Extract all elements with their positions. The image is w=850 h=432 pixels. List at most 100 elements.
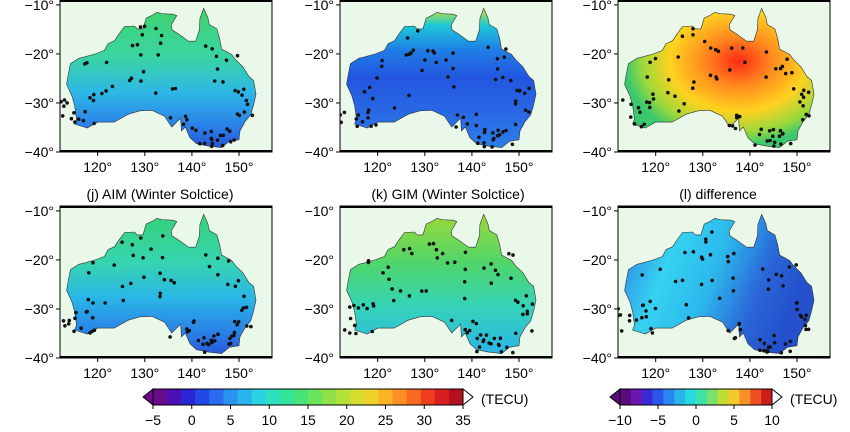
gnss-station-marker bbox=[783, 71, 788, 76]
y-tick-label: −30° bbox=[25, 95, 54, 111]
gnss-station-marker bbox=[729, 46, 734, 50]
gnss-station-marker bbox=[772, 140, 777, 145]
colorbar-tec: −5 0 5 10 15 20 25 30 35 (TECU) bbox=[142, 387, 528, 428]
x-tick-label: 130° bbox=[688, 159, 717, 175]
gnss-station-marker bbox=[392, 106, 397, 110]
gnss-station-marker bbox=[172, 280, 176, 285]
gnss-station-marker bbox=[240, 308, 244, 313]
gnss-station-marker bbox=[474, 123, 479, 128]
gnss-station-marker bbox=[129, 281, 133, 286]
gnss-station-marker bbox=[731, 276, 735, 280]
gnss-station-marker bbox=[794, 263, 798, 267]
gnss-station-marker bbox=[680, 278, 685, 283]
gnss-station-marker bbox=[465, 330, 470, 335]
y-tick-label: −30° bbox=[305, 301, 334, 317]
gnss-station-marker bbox=[446, 75, 450, 79]
x-tick-label: 150° bbox=[225, 365, 254, 381]
gnss-station-marker bbox=[360, 120, 365, 124]
gnss-station-marker bbox=[159, 33, 164, 38]
gnss-station-marker bbox=[74, 310, 78, 315]
y-tick-label: −40° bbox=[583, 350, 612, 366]
gnss-station-marker bbox=[454, 125, 458, 129]
x-tick-label: 120° bbox=[641, 159, 670, 175]
gnss-station-marker bbox=[91, 260, 95, 265]
gnss-station-marker bbox=[644, 309, 648, 313]
gnss-station-marker bbox=[228, 336, 232, 341]
colorbar-swatch bbox=[209, 389, 224, 405]
colorbar-swatch bbox=[406, 389, 422, 405]
australia-landmass bbox=[346, 7, 537, 148]
gnss-station-marker bbox=[513, 298, 518, 303]
gnss-station-marker bbox=[72, 111, 76, 115]
gnss-station-marker bbox=[477, 135, 481, 140]
gnss-station-marker bbox=[492, 136, 496, 141]
gnss-station-marker bbox=[778, 66, 783, 71]
gnss-station-marker bbox=[530, 302, 535, 306]
gnss-station-marker bbox=[445, 261, 450, 265]
colorbar-tick-label: 20 bbox=[339, 412, 355, 428]
australia-landmass bbox=[66, 7, 257, 148]
gnss-station-marker bbox=[516, 300, 520, 305]
gnss-station-marker bbox=[226, 282, 230, 287]
colorbar-swatch bbox=[630, 389, 643, 405]
gnss-station-marker bbox=[767, 129, 772, 133]
gnss-station-marker bbox=[476, 141, 480, 145]
gnss-station-marker bbox=[202, 336, 206, 340]
gnss-station-marker bbox=[726, 328, 730, 333]
gnss-station-marker bbox=[629, 115, 633, 119]
gnss-station-marker bbox=[807, 114, 811, 118]
gnss-station-marker bbox=[420, 289, 424, 293]
gnss-station-marker bbox=[221, 80, 225, 84]
colorbar-swatch bbox=[265, 389, 281, 405]
gnss-station-marker bbox=[504, 47, 508, 51]
gnss-station-marker bbox=[762, 348, 766, 353]
gnss-station-marker bbox=[245, 102, 250, 107]
x-tick-label: 140° bbox=[735, 159, 764, 175]
y-tick-label: −40° bbox=[305, 350, 334, 366]
gnss-station-marker bbox=[509, 276, 513, 281]
gnss-station-marker bbox=[371, 96, 375, 101]
y-tick-label: −30° bbox=[583, 301, 612, 317]
colorbar-tick-label: 0 bbox=[692, 412, 700, 428]
panel-title-j: (j) AIM (Winter Solctice) bbox=[86, 186, 233, 202]
gnss-station-marker bbox=[245, 324, 249, 328]
gnss-station-marker bbox=[451, 66, 455, 71]
colorbar-unit: (TECU) bbox=[790, 391, 837, 407]
gnss-station-marker bbox=[62, 104, 66, 108]
gnss-station-marker bbox=[367, 85, 372, 90]
colorbar-swatch bbox=[293, 389, 309, 405]
gnss-station-marker bbox=[91, 98, 96, 103]
gnss-station-marker bbox=[777, 134, 782, 138]
x-tick-label: 120° bbox=[363, 159, 392, 175]
gnss-station-marker bbox=[216, 272, 220, 277]
gnss-station-marker bbox=[232, 319, 237, 324]
gnss-station-marker bbox=[787, 265, 792, 269]
gnss-station-marker bbox=[455, 113, 460, 117]
gnss-station-marker bbox=[410, 251, 414, 256]
colorbar-swatch bbox=[674, 389, 686, 405]
gnss-station-marker bbox=[212, 79, 217, 83]
gnss-station-marker bbox=[627, 319, 632, 323]
gnss-station-marker bbox=[733, 336, 738, 340]
gnss-station-marker bbox=[226, 259, 231, 263]
gnss-station-marker bbox=[356, 306, 361, 310]
gnss-station-marker bbox=[203, 44, 208, 48]
gnss-station-marker bbox=[72, 329, 76, 334]
gnss-station-marker bbox=[233, 88, 237, 93]
y-tick-label: −10° bbox=[305, 203, 334, 219]
gnss-station-marker bbox=[716, 49, 721, 53]
gnss-station-marker bbox=[708, 73, 713, 78]
gnss-station-marker bbox=[215, 138, 220, 142]
colorbar-swatch bbox=[378, 389, 393, 405]
gnss-station-marker bbox=[236, 278, 241, 283]
gnss-station-marker bbox=[374, 123, 378, 127]
gnss-station-marker bbox=[684, 302, 689, 307]
gnss-station-marker bbox=[704, 237, 708, 241]
gnss-station-marker bbox=[235, 53, 240, 58]
gnss-station-marker bbox=[511, 253, 515, 257]
gnss-station-marker bbox=[88, 96, 92, 100]
gnss-station-marker bbox=[799, 315, 804, 319]
colorbar-tick-label: 15 bbox=[300, 412, 316, 428]
gnss-station-marker bbox=[242, 87, 246, 92]
